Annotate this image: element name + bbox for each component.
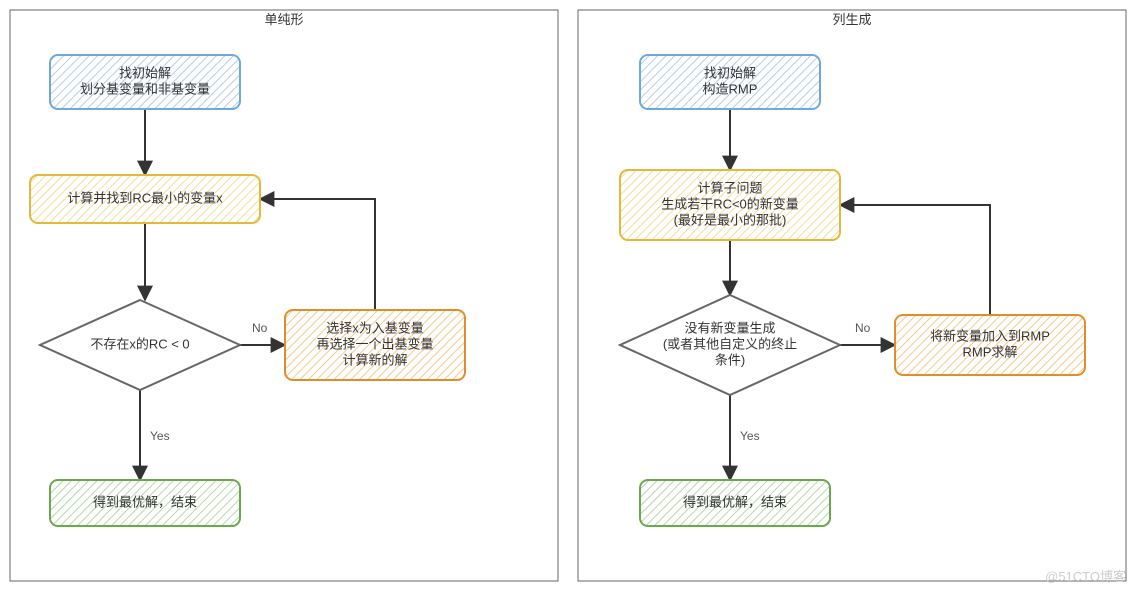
node-l_pick: 选择x为入基变量再选择一个出基变量计算新的解 <box>285 310 465 380</box>
node-text: RMP求解 <box>963 344 1018 359</box>
node-l_calc: 计算并找到RC最小的变量x <box>30 175 260 223</box>
edge-label: Yes <box>150 429 170 443</box>
node-text: 划分基变量和非基变量 <box>80 81 210 96</box>
node-text: 计算并找到RC最小的变量x <box>67 190 223 205</box>
node-text: 不存在x的RC < 0 <box>90 336 189 351</box>
node-r_pick: 将新变量加入到RMPRMP求解 <box>895 315 1085 375</box>
node-text: (最好是最小的那批) <box>674 212 787 227</box>
panel-title: 单纯形 <box>264 12 303 27</box>
node-r_calc: 计算子问题生成若干RC<0的新变量(最好是最小的那批) <box>620 170 840 240</box>
node-text: 再选择一个出基变量 <box>316 336 433 351</box>
node-r_cond: 没有新变量生成(或者其他自定义的终止条件) <box>620 295 840 395</box>
node-text: 得到最优解，结束 <box>683 494 787 509</box>
edge-label: No <box>855 321 871 335</box>
node-r_end: 得到最优解，结束 <box>640 480 830 526</box>
watermark: @51CTO博客 <box>1045 566 1126 585</box>
edge <box>260 199 375 310</box>
node-text: 生成若干RC<0的新变量 <box>661 196 799 211</box>
node-text: 找初始解 <box>119 65 171 80</box>
node-text: 条件) <box>715 352 745 367</box>
edge-label: Yes <box>740 429 760 443</box>
node-text: 计算新的解 <box>342 352 407 367</box>
diagram-canvas: 单纯形NoYes找初始解划分基变量和非基变量计算并找到RC最小的变量x不存在x的… <box>0 0 1136 591</box>
panel-title: 列生成 <box>832 12 871 27</box>
node-text: 选择x为入基变量 <box>326 320 424 335</box>
node-text: 没有新变量生成 <box>684 320 775 335</box>
node-text: 找初始解 <box>704 65 756 80</box>
node-text: 将新变量加入到RMP <box>930 328 1050 343</box>
node-l_cond: 不存在x的RC < 0 <box>40 300 240 390</box>
edge <box>840 205 990 315</box>
node-text: 构造RMP <box>703 81 758 96</box>
node-r_start: 找初始解构造RMP <box>640 55 820 109</box>
node-text: (或者其他自定义的终止 <box>663 336 797 351</box>
edge-label: No <box>252 321 268 335</box>
node-text: 得到最优解，结束 <box>93 494 197 509</box>
node-l_end: 得到最优解，结束 <box>50 480 240 526</box>
node-text: 计算子问题 <box>697 180 762 195</box>
node-l_start: 找初始解划分基变量和非基变量 <box>50 55 240 109</box>
